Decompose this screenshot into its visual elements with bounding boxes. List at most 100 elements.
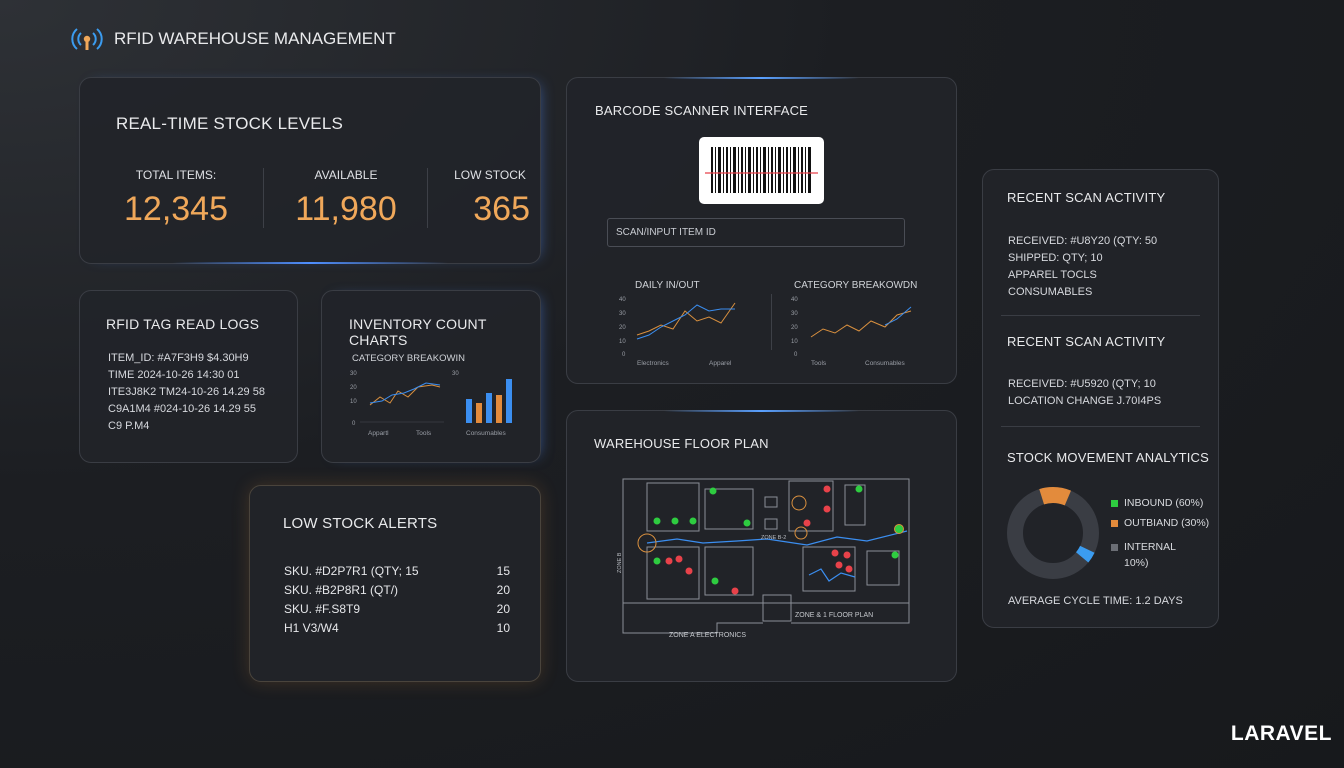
- x-label: Appartl: [368, 430, 389, 437]
- donut-track: [1007, 487, 1099, 579]
- y-tick: 0: [352, 421, 356, 427]
- alert-qty: 20: [496, 583, 510, 597]
- barcode-icon: [705, 147, 818, 193]
- barcode-preview: [699, 137, 824, 204]
- app-header: RFID WAREHOUSE MANAGEMENT: [70, 26, 396, 52]
- legend-internal: INTERNAL: [1111, 541, 1209, 553]
- trend-line-blue: [884, 306, 912, 326]
- legend-label: OUTBIAND (30%): [1124, 517, 1210, 529]
- donut-legend: INBOUND (60%) OUTBIAND (30%) INTERNAL 10…: [1111, 497, 1209, 569]
- barcode-scanner-title: BARCODE SCANNER INTERFACE: [595, 103, 809, 118]
- log-line: C9 P.M4: [108, 420, 150, 432]
- alert-sku: SKU. #F.S8T9: [284, 602, 361, 616]
- y-tick: 40: [619, 297, 626, 303]
- y-tick: 0: [794, 352, 798, 358]
- bar: [476, 403, 482, 423]
- y-tick: 20: [791, 325, 798, 331]
- y-tick: 0: [622, 352, 626, 358]
- bar: [486, 393, 492, 423]
- x-label: Tools: [811, 360, 827, 367]
- zone-center-label: ZONE B-2: [761, 535, 786, 541]
- legend-swatch: [1111, 499, 1118, 507]
- y-tick: 10: [791, 339, 798, 345]
- alert-sku: H1 V3/W4: [284, 621, 339, 635]
- stock-movement-title: STOCK MOVEMENT ANALYTICS: [1007, 450, 1210, 465]
- daily-inout-chart: 40 30 20 10 0 Electronics Apparel: [619, 297, 736, 367]
- x-label: Consumables: [865, 360, 905, 367]
- x-label: Tools: [416, 430, 432, 437]
- average-cycle-time: AVERAGE CYCLE TIME: 1.2 DAYS: [1008, 595, 1183, 607]
- alert-qty: 10: [496, 621, 510, 635]
- trend-line-blue: [636, 304, 735, 340]
- low-stock-alerts-panel: LOW STOCK ALERTS SKU. #D2P7R1 (QTY; 15 1…: [249, 485, 541, 682]
- floor-plan-map[interactable]: ZONE B-2 ZONE B ZONE A ELECTRONICS ZONE …: [617, 473, 917, 643]
- scan-activity-panel: RECENT SCAN ACTIVITY RECEIVED: #U8Y20 (Q…: [982, 169, 1219, 628]
- donut-slice-outbound: [1007, 487, 1099, 579]
- rfid-logs-panel: RFID TAG READ LOGS ITEM_ID: #A7F3H9 $4.3…: [79, 290, 298, 463]
- low-stock-label: LOW STOCK: [454, 168, 526, 182]
- y-tick: 20: [350, 385, 357, 391]
- trend-line-orange: [810, 310, 912, 338]
- x-label: Apparel: [709, 360, 732, 367]
- zone-bottom-label: ZONE A ELECTRONICS: [669, 632, 746, 639]
- recent-scan-list: RECEIVED: #U8Y20 (QTY: 50 SHIPPED: QTY; …: [1008, 233, 1157, 301]
- y-tick: 30: [791, 311, 798, 317]
- inventory-mini-charts: 30 20 10 0 30 Appartl Tools Consumables: [350, 371, 512, 437]
- alert-row[interactable]: SKU. #D2P7R1 (QTY; 15 15: [284, 562, 510, 581]
- y-tick: 10: [350, 399, 357, 405]
- low-stock-value: 365: [473, 190, 530, 228]
- category-breakdown-title: CATEGORY BREAKOWDN: [794, 280, 918, 291]
- stat-divider: [427, 168, 428, 228]
- recent-scan-list-2: RECEIVED: #U5920 (QTY; 10 LOCATION CHANG…: [1008, 376, 1161, 410]
- y-tick: 20: [619, 325, 626, 331]
- barcode-scanner-panel: BARCODE SCANNER INTERFACE SCAN/INPUT ITE…: [566, 77, 957, 384]
- scan-line: SHIPPED: QTY; 10: [1008, 252, 1103, 264]
- daily-inout-title: DAILY IN/OUT: [635, 280, 700, 291]
- log-line: C9A1M4 #024-10-26 14.29 55: [108, 403, 256, 415]
- zone-left-label: ZONE B: [617, 552, 623, 573]
- alert-list: SKU. #D2P7R1 (QTY; 15 15 SKU. #B2P8R1 (Q…: [284, 562, 510, 638]
- scan-line: CONSUMABLES: [1008, 286, 1093, 298]
- alert-row[interactable]: SKU. #F.S8T9 20: [284, 600, 510, 619]
- alert-row[interactable]: H1 V3/W4 10: [284, 619, 510, 638]
- legend-internal-pct: 10%): [1124, 557, 1149, 569]
- alert-row[interactable]: SKU. #B2P8R1 (QT/) 20: [284, 581, 510, 600]
- laravel-logo: LARAVEL: [1230, 722, 1332, 745]
- stock-levels-title: REAL-TIME STOCK LEVELS: [116, 114, 344, 133]
- log-line: TIME 2024-10-26 14:30 01: [108, 369, 240, 381]
- alert-sku: SKU. #B2P8R1 (QT/): [284, 583, 399, 597]
- legend-inbound: INBOUND (60%): [1111, 497, 1209, 509]
- stat-total-items: TOTAL ITEMS: 12,345: [116, 168, 236, 229]
- recent-scan-title: RECENT SCAN ACTIVITY: [1007, 190, 1166, 205]
- legend-swatch: [1111, 543, 1118, 551]
- x-label: Consumables: [466, 430, 506, 437]
- x-label: Electronics: [637, 360, 670, 367]
- scan-line: RECEIVED: #U5920 (QTY; 10: [1008, 378, 1156, 390]
- bar: [506, 379, 512, 423]
- section-separator: [1001, 315, 1200, 316]
- scan-line: APPAREL TOCLS: [1008, 269, 1097, 281]
- stat-low-stock: LOW STOCK 365: [448, 168, 532, 229]
- stock-levels-panel: REAL-TIME STOCK LEVELS TOTAL ITEMS: 12,3…: [79, 77, 541, 264]
- rfid-logs-title: RFID TAG READ LOGS: [106, 316, 260, 332]
- bar: [496, 395, 502, 423]
- chart-divider: [771, 294, 772, 350]
- category-breakdown-chart: 40 30 20 10 0 Tools Consumables: [791, 297, 912, 367]
- alert-qty: 20: [496, 602, 510, 616]
- y-tick: 30: [619, 311, 626, 317]
- inventory-charts-panel: INVENTORY COUNT CHARTS CATEGORY BREAKOWI…: [321, 290, 541, 463]
- available-label: AVAILABLE: [314, 168, 378, 182]
- scan-item-input[interactable]: SCAN/INPUT ITEM ID: [607, 218, 905, 247]
- log-line: ITE3J8K2 TM24-10-26 14.29 58: [108, 386, 265, 398]
- app-title: RFID WAREHOUSE MANAGEMENT: [114, 29, 396, 48]
- inventory-charts-title: INVENTORY COUNT CHARTS: [349, 316, 487, 348]
- trend-line-orange: [636, 302, 736, 336]
- stock-movement-donut: [1007, 487, 1099, 579]
- scan-line: LOCATION CHANGE J.70I4PS: [1008, 395, 1162, 407]
- available-value: 11,980: [295, 190, 397, 228]
- bar: [466, 399, 472, 423]
- y-tick: 30: [350, 371, 357, 377]
- legend-label: INBOUND (60%): [1124, 497, 1204, 509]
- legend-swatch: [1111, 519, 1118, 527]
- y-tick: 40: [791, 297, 798, 303]
